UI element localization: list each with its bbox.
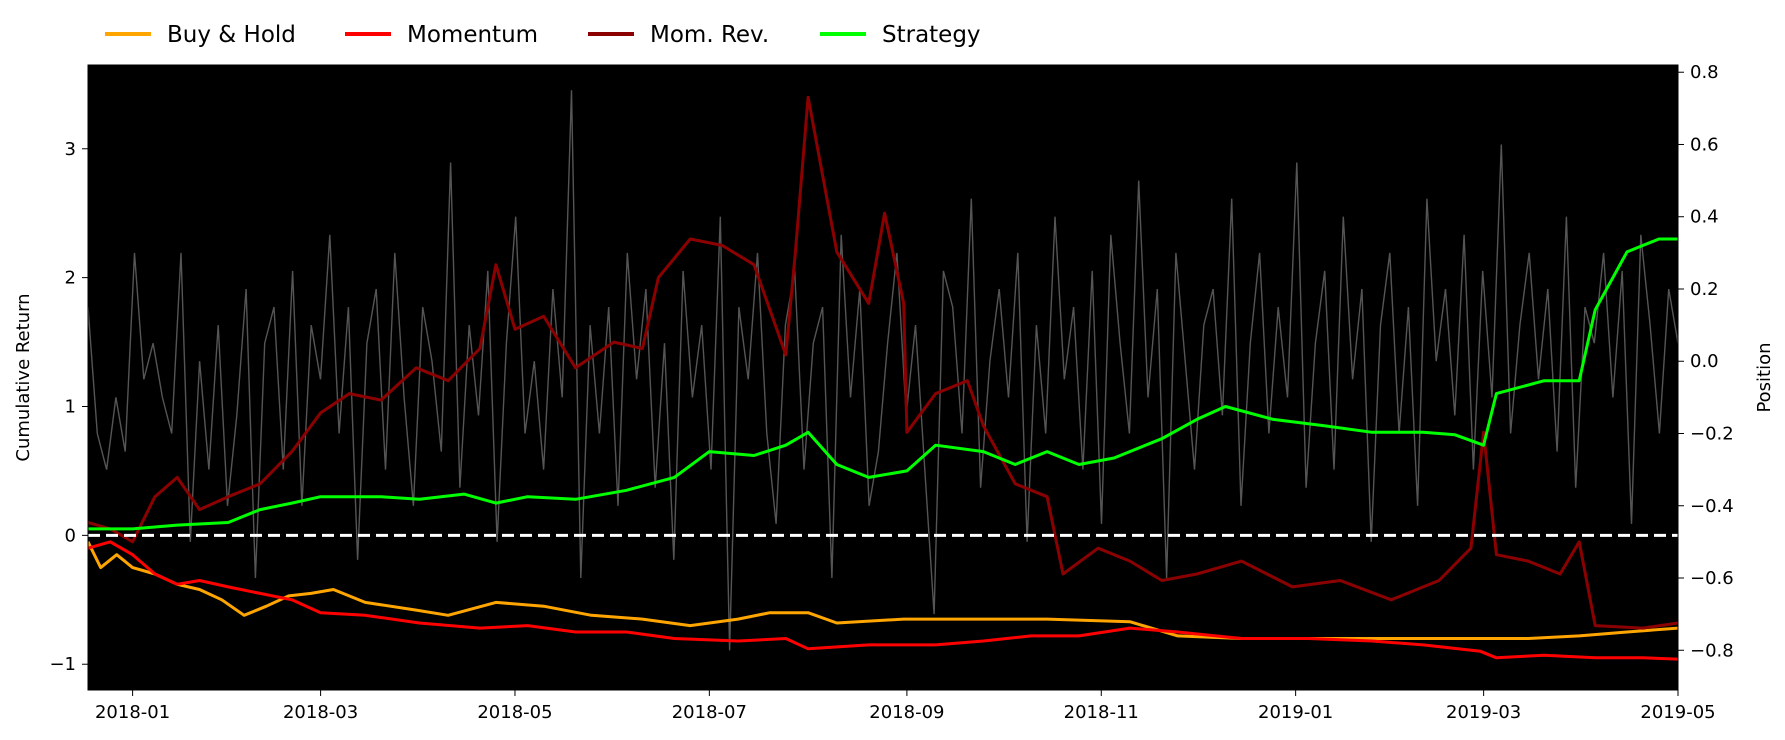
x-tick-label: 2019-01 bbox=[1258, 702, 1333, 723]
y2-axis-label: Position bbox=[1754, 342, 1775, 412]
y2-tick-label: 0.2 bbox=[1690, 279, 1719, 300]
y-tick-label: 1 bbox=[65, 396, 76, 417]
x-tick-label: 2018-05 bbox=[477, 702, 552, 723]
legend-label-buy-hold: Buy & Hold bbox=[167, 22, 296, 48]
y-tick-label: 3 bbox=[65, 139, 76, 160]
y2-tick-label: 0.4 bbox=[1690, 207, 1719, 228]
plot-frame bbox=[87, 64, 1679, 691]
y-tick-label: 2 bbox=[65, 268, 76, 289]
legend-label-momentum: Momentum bbox=[407, 22, 538, 48]
series-line-position bbox=[88, 90, 1678, 651]
series-line-momentum bbox=[88, 540, 1678, 661]
x-tick-label: 2018-09 bbox=[869, 702, 944, 723]
y-tick-label: −1 bbox=[49, 654, 76, 675]
x-tick-label: 2018-11 bbox=[1064, 702, 1139, 723]
legend: Buy & Hold Momentum Mom. Rev. Strategy bbox=[105, 22, 981, 48]
y2-tick-label: 0.0 bbox=[1690, 351, 1719, 372]
x-tick-label: 2019-03 bbox=[1446, 702, 1521, 723]
y2-tick-label: 0.6 bbox=[1690, 134, 1719, 155]
x-tick-label: 2018-03 bbox=[283, 702, 358, 723]
y2-tick-label: −0.2 bbox=[1690, 423, 1734, 444]
y2-tick-label: 0.8 bbox=[1690, 62, 1719, 83]
axes-layer: 2018-01 2018-03 2018-05 2018-07 2018-09 2018-… bbox=[49, 62, 1733, 723]
y2-tick-label: −0.4 bbox=[1690, 496, 1734, 517]
plot-layer bbox=[88, 90, 1678, 661]
series-line-mom-rev bbox=[88, 95, 1678, 630]
x-tick-label: 2018-01 bbox=[95, 702, 170, 723]
legend-label-strategy: Strategy bbox=[882, 22, 981, 48]
x-tick-label: 2018-07 bbox=[672, 702, 747, 723]
x-tick-label: 2019-05 bbox=[1640, 702, 1715, 723]
y-tick-label: 0 bbox=[65, 525, 76, 546]
legend-label-mom-rev: Mom. Rev. bbox=[650, 22, 769, 48]
series-line-strategy bbox=[88, 237, 1678, 531]
y2-tick-label: −0.6 bbox=[1690, 568, 1734, 589]
y-axis-label: Cumulative Return bbox=[13, 293, 34, 461]
y2-tick-label: −0.8 bbox=[1690, 640, 1734, 661]
plot-area bbox=[88, 65, 1678, 690]
